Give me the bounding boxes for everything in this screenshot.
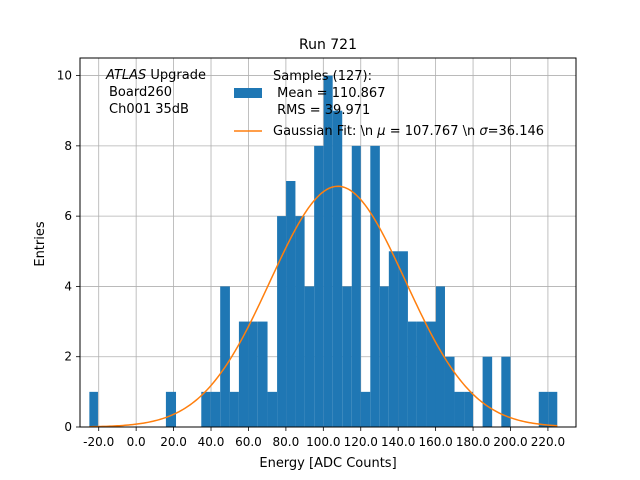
x-tick-label: 0.0 <box>127 435 146 449</box>
histogram-bar <box>304 286 315 427</box>
legend: Samples (127): Mean = 110.867 RMS = 39.9… <box>234 69 544 139</box>
histogram-bar <box>165 391 177 427</box>
y-tick-label: 10 <box>57 69 72 83</box>
chart-title: Run 721 <box>299 37 357 53</box>
x-tick-label: 80.0 <box>273 435 300 449</box>
histogram-bars <box>89 75 558 428</box>
histogram-bar <box>277 216 287 427</box>
histogram-bar <box>407 321 417 427</box>
legend-histogram-line3: RMS = 39.971 <box>273 103 370 118</box>
x-tick-label: -20.0 <box>83 435 114 449</box>
histogram-bar <box>454 391 465 427</box>
histogram-bar <box>332 110 343 427</box>
y-tick-label: 6 <box>64 209 72 223</box>
y-axis-label: Entries <box>33 221 48 267</box>
histogram-bar <box>351 145 361 427</box>
histogram-bar <box>435 286 445 427</box>
info-annotation: ATLAS Upgrade Board260 Ch001 35dB <box>105 68 206 117</box>
histogram-bar <box>501 356 511 427</box>
legend-histogram-line1: Samples (127): <box>273 69 372 84</box>
atlas-label: ATLAS <box>105 68 146 83</box>
x-tick-label: 160.0 <box>418 435 452 449</box>
histogram-bar <box>360 391 371 427</box>
histogram-bar <box>201 391 211 427</box>
histogram-bar <box>388 251 399 427</box>
histogram-bar <box>342 286 352 427</box>
legend-histogram-line2: Mean = 110.867 <box>273 86 385 101</box>
x-tick-label: 200.0 <box>493 435 527 449</box>
board-label: Board260 <box>109 85 172 100</box>
histogram-bar <box>482 356 493 427</box>
x-tick-label: 220.0 <box>531 435 565 449</box>
histogram-bar <box>426 321 436 427</box>
x-tick-label: 20.0 <box>160 435 187 449</box>
histogram-bar <box>370 145 380 427</box>
histogram-bar <box>267 391 278 427</box>
channel-label: Ch001 35dB <box>109 102 189 117</box>
plot-frame <box>79 57 577 428</box>
svg-text:ATLAS Upgrade: ATLAS Upgrade <box>105 68 206 83</box>
x-tick-label: 60.0 <box>235 435 262 449</box>
histogram-bar <box>416 321 427 427</box>
y-tick-label: 2 <box>64 350 72 364</box>
y-tick-label: 8 <box>64 139 72 153</box>
x-tick-label: 100.0 <box>306 435 340 449</box>
legend-histogram-swatch <box>234 88 262 98</box>
y-tick-label: 0 <box>64 420 72 434</box>
histogram-bar <box>464 391 474 427</box>
gaussian-fit <box>89 185 558 428</box>
histogram-bar <box>286 181 296 427</box>
histogram-bar <box>444 356 455 427</box>
x-tick-label: 120.0 <box>344 435 378 449</box>
histogram-bar <box>238 321 249 427</box>
x-axis-ticks: -20.0 0.0 20.0 40.0 60.0 80.0 100.0 120.0 140.0 1… <box>83 427 565 449</box>
histogram-bar <box>398 251 408 427</box>
histogram-bar <box>548 391 558 427</box>
histogram-bar <box>314 145 324 427</box>
legend-fit-label: Gaussian Fit: \n μ = 107.767 \n σ=36.146 <box>273 124 544 139</box>
histogram-bar <box>295 216 305 427</box>
histogram-bar <box>379 286 389 427</box>
x-tick-label: 40.0 <box>198 435 225 449</box>
x-tick-label: 140.0 <box>381 435 415 449</box>
histogram-bar <box>220 286 230 427</box>
gaussian-fit-curve <box>89 185 558 428</box>
histogram-bar <box>538 391 549 427</box>
histogram-bar <box>257 321 268 427</box>
histogram-bar <box>323 75 333 428</box>
x-axis-label: Energy [ADC Counts] <box>259 456 396 471</box>
x-tick-label: 180.0 <box>456 435 490 449</box>
y-tick-label: 4 <box>64 279 72 293</box>
histogram-bar <box>210 391 221 427</box>
upgrade-label: Upgrade <box>146 68 206 83</box>
histogram-bar <box>89 391 98 427</box>
histogram-bar <box>229 391 239 427</box>
histogram-bar <box>248 321 258 427</box>
y-axis-ticks: 0 2 4 6 8 10 <box>57 69 80 434</box>
